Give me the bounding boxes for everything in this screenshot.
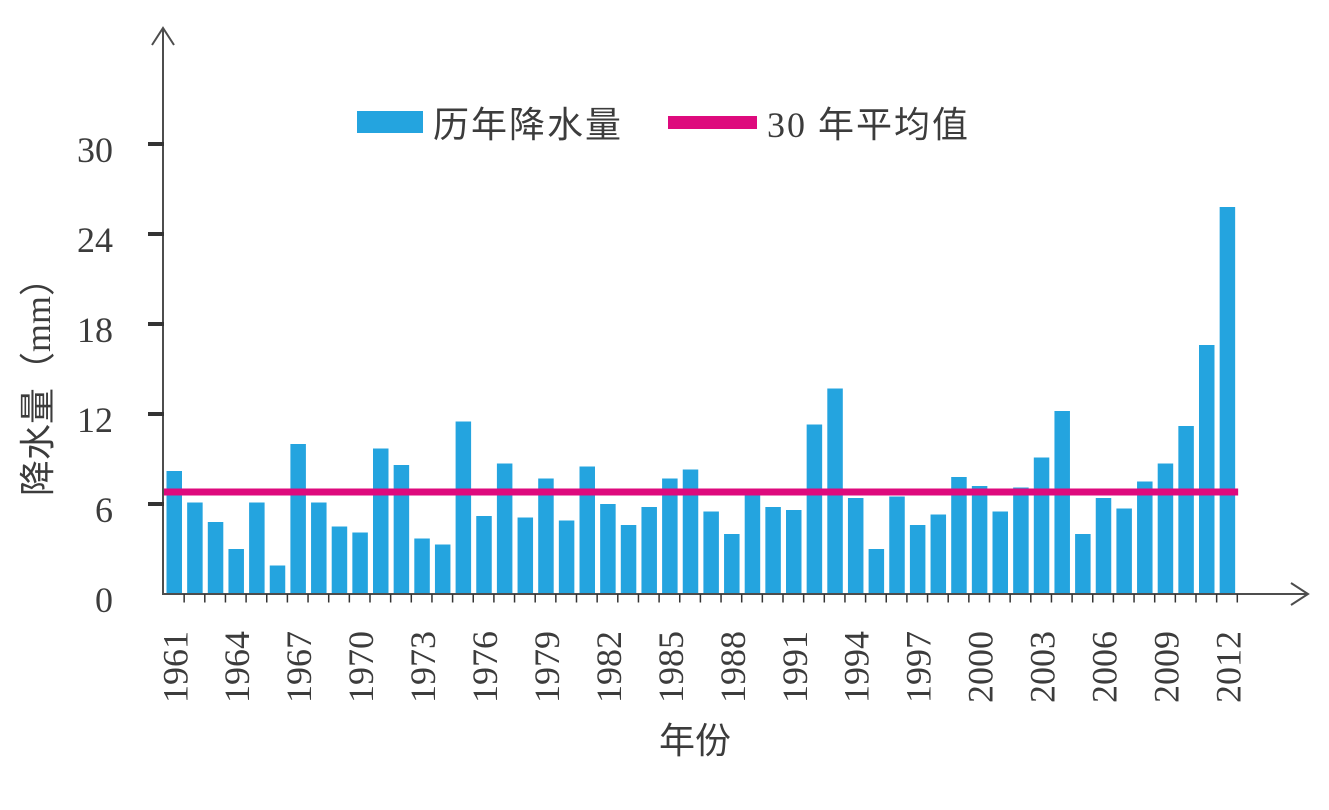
bar-1972: [393, 465, 410, 594]
bar-2003: [1033, 457, 1050, 594]
bar-1999: [951, 477, 967, 594]
x-tick-label-2000: 2000: [961, 631, 1001, 703]
x-tick-label-1964: 1964: [217, 631, 257, 703]
bar-1981: [579, 466, 595, 594]
bar-1982: [600, 504, 616, 594]
bar-1968: [311, 502, 327, 594]
legend: 历年降水量 30 年平均值: [357, 96, 970, 148]
bar-1990: [765, 507, 781, 594]
x-tick-label-1985: 1985: [651, 631, 691, 703]
y-axis-arrow-icon: [151, 26, 175, 46]
bar-1984: [641, 507, 657, 594]
bar-2012: [1219, 207, 1236, 594]
x-tick-label-1970: 1970: [341, 631, 381, 703]
x-tick-label-1979: 1979: [527, 631, 567, 703]
bar-1978: [517, 517, 534, 594]
bar-1969: [331, 526, 348, 594]
bar-2007: [1116, 508, 1132, 594]
y-tick-label-30: 30: [77, 130, 113, 170]
bar-2010: [1178, 426, 1194, 594]
bar-1966: [269, 565, 286, 594]
bar-1961: [166, 471, 182, 594]
bars-group: [166, 207, 1236, 594]
bar-1991: [786, 510, 802, 594]
x-tick-label-1973: 1973: [403, 631, 443, 703]
bar-2001: [992, 511, 1008, 594]
y-tick-label-6: 6: [95, 490, 113, 530]
bar-2009: [1157, 463, 1174, 594]
x-tick-label-1988: 1988: [713, 631, 753, 703]
bar-1980: [558, 520, 575, 594]
legend-average-line-swatch-icon: [668, 115, 758, 129]
bar-2008: [1137, 481, 1153, 594]
bar-1987: [703, 511, 719, 594]
legend-label-annual-precipitation: 历年降水量: [433, 105, 624, 145]
bar-1995: [868, 549, 885, 594]
bar-2004: [1054, 411, 1070, 594]
legend-item-annual-precipitation: 历年降水量: [357, 96, 623, 148]
x-tick-label-1997: 1997: [899, 631, 939, 703]
legend-item-average: 30 年平均值: [668, 96, 970, 148]
bar-2000: [971, 486, 988, 594]
x-ticks-group: [183, 594, 1239, 603]
y-tick-label-24: 24: [77, 220, 113, 260]
bar-1977: [496, 463, 513, 594]
x-tick-label-2006: 2006: [1085, 631, 1125, 703]
bar-2011: [1199, 345, 1215, 594]
x-tick-label-2003: 2003: [1023, 631, 1063, 703]
bar-2002: [1013, 487, 1029, 594]
x-tick-label-1967: 1967: [279, 631, 319, 703]
x-axis-title: 年份: [659, 721, 731, 761]
x-tick-label-1982: 1982: [589, 631, 629, 703]
y-axis-title: 降水量（mm）: [18, 260, 58, 496]
bar-1998: [930, 514, 947, 594]
y-ticks-group: 0 6 12 18 24 30: [77, 130, 164, 620]
bar-1971: [373, 448, 389, 594]
x-tick-label-1961: 1961: [155, 631, 195, 703]
bar-1983: [620, 525, 637, 594]
bar-1973: [414, 538, 430, 594]
bar-1963: [207, 522, 224, 594]
bar-1997: [909, 525, 926, 594]
x-tick-label-2012: 2012: [1208, 631, 1248, 703]
bar-1965: [249, 502, 265, 594]
legend-bar-swatch-icon: [357, 111, 423, 133]
x-tick-labels-group: 1961 1964 1967 1970 1973 1976 1979 1982 1985 1988…: [155, 631, 1248, 703]
x-tick-label-1991: 1991: [775, 631, 815, 703]
bar-2005: [1075, 534, 1091, 594]
bar-1976: [476, 516, 492, 594]
bar-1986: [682, 469, 699, 594]
y-tick-label-0: 0: [95, 580, 113, 620]
x-tick-label-2009: 2009: [1146, 631, 1186, 703]
bar-1970: [352, 532, 368, 594]
bar-1967: [290, 444, 306, 594]
bar-1964: [228, 549, 244, 594]
bar-1989: [744, 493, 761, 594]
bar-2006: [1095, 498, 1112, 594]
bar-1975: [455, 421, 472, 594]
bar-1988: [724, 534, 740, 594]
x-tick-label-1994: 1994: [837, 631, 877, 703]
bar-1962: [187, 502, 203, 594]
bar-1996: [889, 496, 905, 594]
bar-1992: [806, 424, 823, 594]
legend-label-average: 30 年平均值: [767, 105, 971, 145]
bar-1979: [538, 478, 554, 594]
bar-1994: [847, 498, 864, 594]
bar-1974: [434, 544, 451, 594]
y-tick-label-18: 18: [77, 310, 113, 350]
y-tick-label-12: 12: [77, 400, 113, 440]
bar-1985: [662, 478, 678, 594]
x-tick-label-1976: 1976: [465, 631, 505, 703]
x-axis-arrow-icon: [1290, 582, 1310, 606]
